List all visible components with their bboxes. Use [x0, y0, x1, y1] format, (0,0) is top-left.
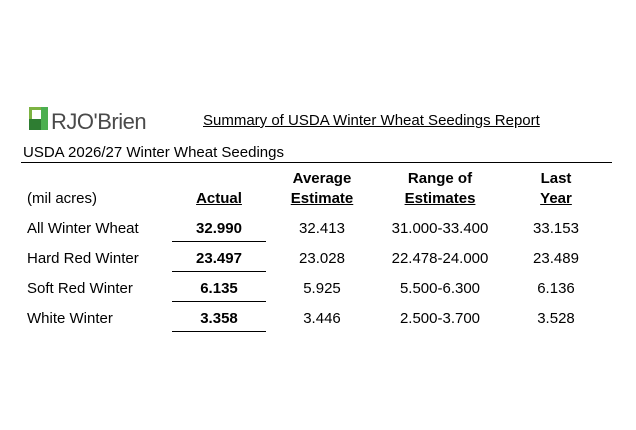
range-of-estimates-value: 22.478-24.000 [391, 250, 489, 267]
column-header-actual: Actual [172, 189, 266, 209]
column-header-range-line1: Range of [407, 170, 473, 187]
last-year-value: 3.528 [537, 310, 575, 327]
column-header-average-line1: Average [292, 170, 352, 187]
units-label: (mil acres) [27, 190, 97, 207]
column-header-last-line2: Year [540, 190, 572, 207]
actual-value: 6.135 [172, 280, 266, 302]
last-year-value: 23.489 [533, 250, 579, 267]
actual-value: 32.990 [172, 220, 266, 242]
report-subtitle: USDA 2026/27 Winter Wheat Seedings [23, 144, 284, 161]
row-label: Soft Red Winter [27, 280, 133, 297]
row-label: White Winter [27, 310, 113, 327]
actual-value: 23.497 [172, 250, 266, 272]
report-title: Summary of USDA Winter Wheat Seedings Re… [203, 112, 540, 129]
range-of-estimates-value: 31.000-33.400 [391, 220, 489, 237]
last-year-value: 33.153 [533, 220, 579, 237]
rjobrien-logo: RJO'Brien [29, 107, 159, 139]
column-header-average-line2: Estimate [290, 190, 354, 207]
row-label: All Winter Wheat [27, 220, 139, 237]
column-header-range: Range of Estimates [376, 169, 504, 209]
column-header-range-line2: Estimates [404, 190, 476, 207]
range-of-estimates-value: 2.500-3.700 [399, 310, 481, 327]
row-label: Hard Red Winter [27, 250, 139, 267]
range-of-estimates-value: 5.500-6.300 [399, 280, 481, 297]
column-header-last-line1: Last [540, 170, 572, 187]
column-header-average: Average Estimate [280, 169, 364, 209]
actual-value: 3.358 [172, 310, 266, 332]
logo-mark-icon [29, 107, 48, 130]
column-header-actual-text: Actual [196, 190, 242, 207]
average-estimate-value: 5.925 [303, 280, 341, 297]
last-year-value: 6.136 [537, 280, 575, 297]
average-estimate-value: 23.028 [299, 250, 345, 267]
average-estimate-value: 3.446 [303, 310, 341, 327]
logo-text: RJO'Brien [51, 109, 147, 134]
average-estimate-value: 32.413 [299, 220, 345, 237]
header-divider [21, 162, 612, 163]
column-header-last-year: Last Year [516, 169, 596, 209]
